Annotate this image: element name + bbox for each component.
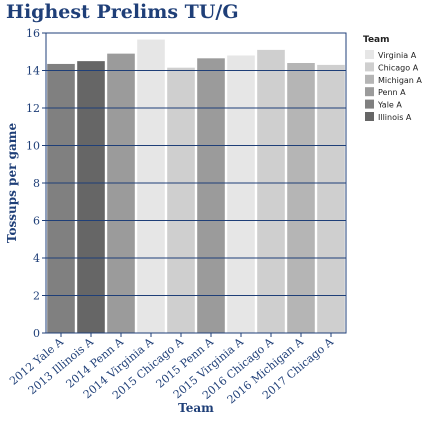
legend-label: Illinois A: [378, 113, 412, 122]
y-tick-label: 8: [33, 177, 40, 190]
legend-label: Penn A: [378, 88, 406, 97]
y-tick-label: 0: [33, 327, 40, 340]
legend-swatch: [365, 87, 374, 97]
bar-10: [317, 64, 345, 334]
bar-5: [167, 67, 195, 333]
y-tick-label: 10: [26, 140, 40, 153]
chart-title: Highest Prelims TU/G: [6, 1, 239, 23]
legend-label: Yale A: [377, 101, 402, 110]
legend-title: Team: [363, 35, 390, 45]
legend-swatch: [365, 112, 374, 121]
legend-swatch: [365, 74, 374, 84]
axes: [42, 32, 347, 337]
legend-swatch: [365, 99, 374, 109]
bar-9: [287, 63, 315, 333]
x-axis-title: Team: [178, 401, 214, 415]
bar-3: [107, 53, 135, 334]
bar-1: [47, 63, 75, 333]
bar-4: [137, 39, 165, 334]
y-tick-label: 6: [33, 215, 40, 228]
legend-label: Virginia A: [378, 51, 417, 60]
legend-swatch: [365, 62, 374, 72]
y-tick-label: 16: [26, 27, 40, 40]
legend-label: Chicago A: [378, 63, 419, 72]
y-tick-labels: 0 2 4 6 8 10 12 14 16: [26, 27, 40, 340]
y-axis-title: Tossups per game: [5, 123, 19, 244]
y-tick-label: 12: [26, 102, 40, 115]
bar-8: [257, 49, 285, 334]
legend-swatch: [365, 50, 374, 59]
bar-2: [77, 61, 105, 334]
y-tick-label: 2: [33, 290, 40, 303]
bar-7: [227, 55, 255, 333]
y-tick-label: 4: [33, 252, 40, 265]
legend-label: Michigan A: [378, 76, 422, 85]
legend: Team Virginia A Chicago A Michigan A Penn A…: [363, 35, 422, 122]
bar-6: [197, 58, 225, 334]
y-tick-label: 14: [26, 65, 40, 78]
bars: [46, 32, 346, 334]
plot-frame: [45, 32, 347, 334]
